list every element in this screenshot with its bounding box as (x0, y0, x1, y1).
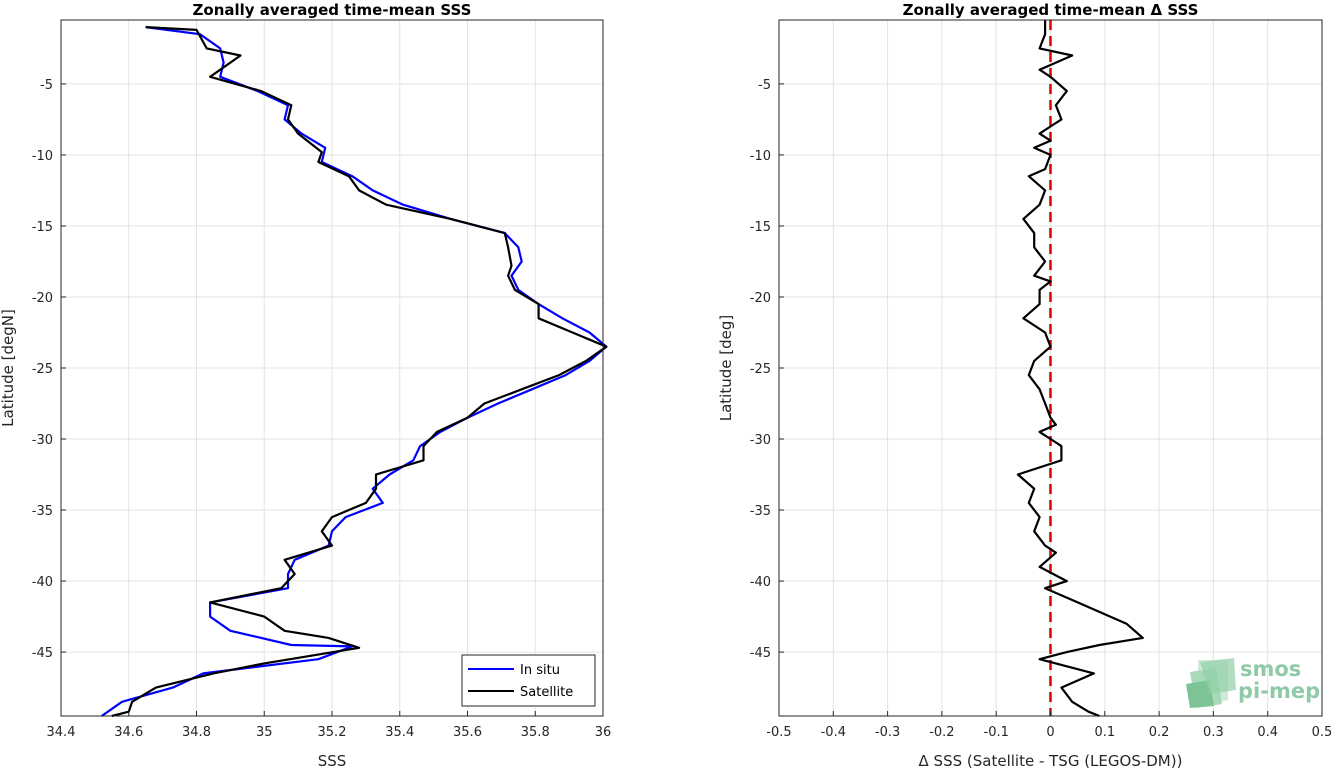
left-series-line-satellite (111, 26, 608, 718)
legend-box (461, 654, 596, 707)
right-x-tick-label: 0.4 (1257, 725, 1278, 740)
left-y-tick-label: -5 (40, 78, 53, 93)
left-plot-panel: 34.4 34.6 34.8 35 35.2 35.4 35.6 35.8 36 -5 -10 -15… (0, 1, 611, 769)
left-x-tick-label: 35.8 (521, 725, 550, 740)
right-x-tick-label: 0.5 (1312, 725, 1333, 740)
right-y-tick-label: -20 (750, 291, 771, 306)
right-chart-title: Zonally averaged time-mean Δ SSS (903, 1, 1199, 19)
left-chart-title: Zonally averaged time-mean SSS (193, 1, 472, 19)
left-series-line-in-situ (101, 26, 608, 717)
legend: In situ Satellite (461, 654, 596, 707)
left-x-tick-label: 35.2 (318, 725, 347, 740)
legend-label-in-situ: In situ (520, 663, 560, 678)
left-y-tick-label: -40 (32, 575, 53, 590)
left-tick-labels: 34.4 34.6 34.8 35 35.2 35.4 35.6 35.8 36 -5 -10 -15… (32, 78, 612, 740)
right-y-tick-label: -40 (750, 575, 771, 590)
right-y-tick-label: -30 (750, 433, 771, 448)
left-series-lines (101, 26, 608, 718)
right-x-tick-label: -0.2 (929, 725, 954, 740)
right-y-tick-label: -15 (750, 220, 771, 235)
right-plot-panel: -0.5 -0.4 -0.3 -0.2 -0.1 0 0.1 0.2 0.3 0.4 0.5 -5 -1… (717, 1, 1332, 769)
right-x-tick-label: 0.1 (1094, 725, 1115, 740)
left-x-tick-label: 34.8 (182, 725, 211, 740)
right-y-tick-label: -35 (750, 504, 771, 519)
legend-label-satellite: Satellite (520, 685, 573, 700)
left-y-tick-label: -35 (32, 504, 53, 519)
right-x-tick-label: -0.1 (984, 725, 1009, 740)
right-x-tick-label: 0 (1046, 725, 1054, 740)
logo-text-line2: pi-mep (1238, 679, 1320, 703)
left-y-tick-label: -45 (32, 646, 53, 661)
left-y-tick-label: -20 (32, 291, 53, 306)
right-x-axis-label: Δ SSS (Satellite - TSG (LEGOS-DM)) (919, 752, 1183, 769)
left-y-tick-label: -15 (32, 220, 53, 235)
right-x-tick-label: 0.3 (1203, 725, 1224, 740)
right-x-tick-label: -0.5 (766, 725, 791, 740)
right-y-tick-label: -25 (750, 362, 771, 377)
left-y-tick-label: -10 (32, 149, 53, 164)
logo-text-line1: smos (1240, 657, 1301, 681)
right-y-tick-label: -10 (750, 149, 771, 164)
left-x-tick-label: 36 (595, 725, 612, 740)
left-x-tick-label: 35.4 (385, 725, 414, 740)
left-x-axis-label: SSS (318, 752, 347, 769)
right-series-line-delta-sss (1016, 20, 1144, 718)
left-y-axis-label: Latitude [degN] (0, 309, 17, 427)
right-y-axis-label: Latitude [deg] (717, 315, 735, 421)
right-x-tick-label: -0.3 (875, 725, 900, 740)
right-x-tick-label: 0.2 (1149, 725, 1170, 740)
right-x-tick-label: -0.4 (821, 725, 846, 740)
right-tick-labels: -0.5 -0.4 -0.3 -0.2 -0.1 0 0.1 0.2 0.3 0.4 0.5 -5 -1… (750, 78, 1333, 740)
left-x-tick-label: 34.4 (47, 725, 76, 740)
left-y-tick-label: -25 (32, 362, 53, 377)
right-y-tick-label: -45 (750, 646, 771, 661)
smos-pi-mep-logo: smos pi-mep (1186, 657, 1320, 708)
left-x-tick-label: 34.6 (114, 725, 143, 740)
left-x-tick-label: 35.6 (453, 725, 482, 740)
right-series-lines (1016, 20, 1144, 718)
logo-emblem-icon (1186, 658, 1236, 708)
left-y-tick-label: -30 (32, 433, 53, 448)
left-x-tick-label: 35 (256, 725, 273, 740)
right-y-tick-label: -5 (758, 78, 771, 93)
